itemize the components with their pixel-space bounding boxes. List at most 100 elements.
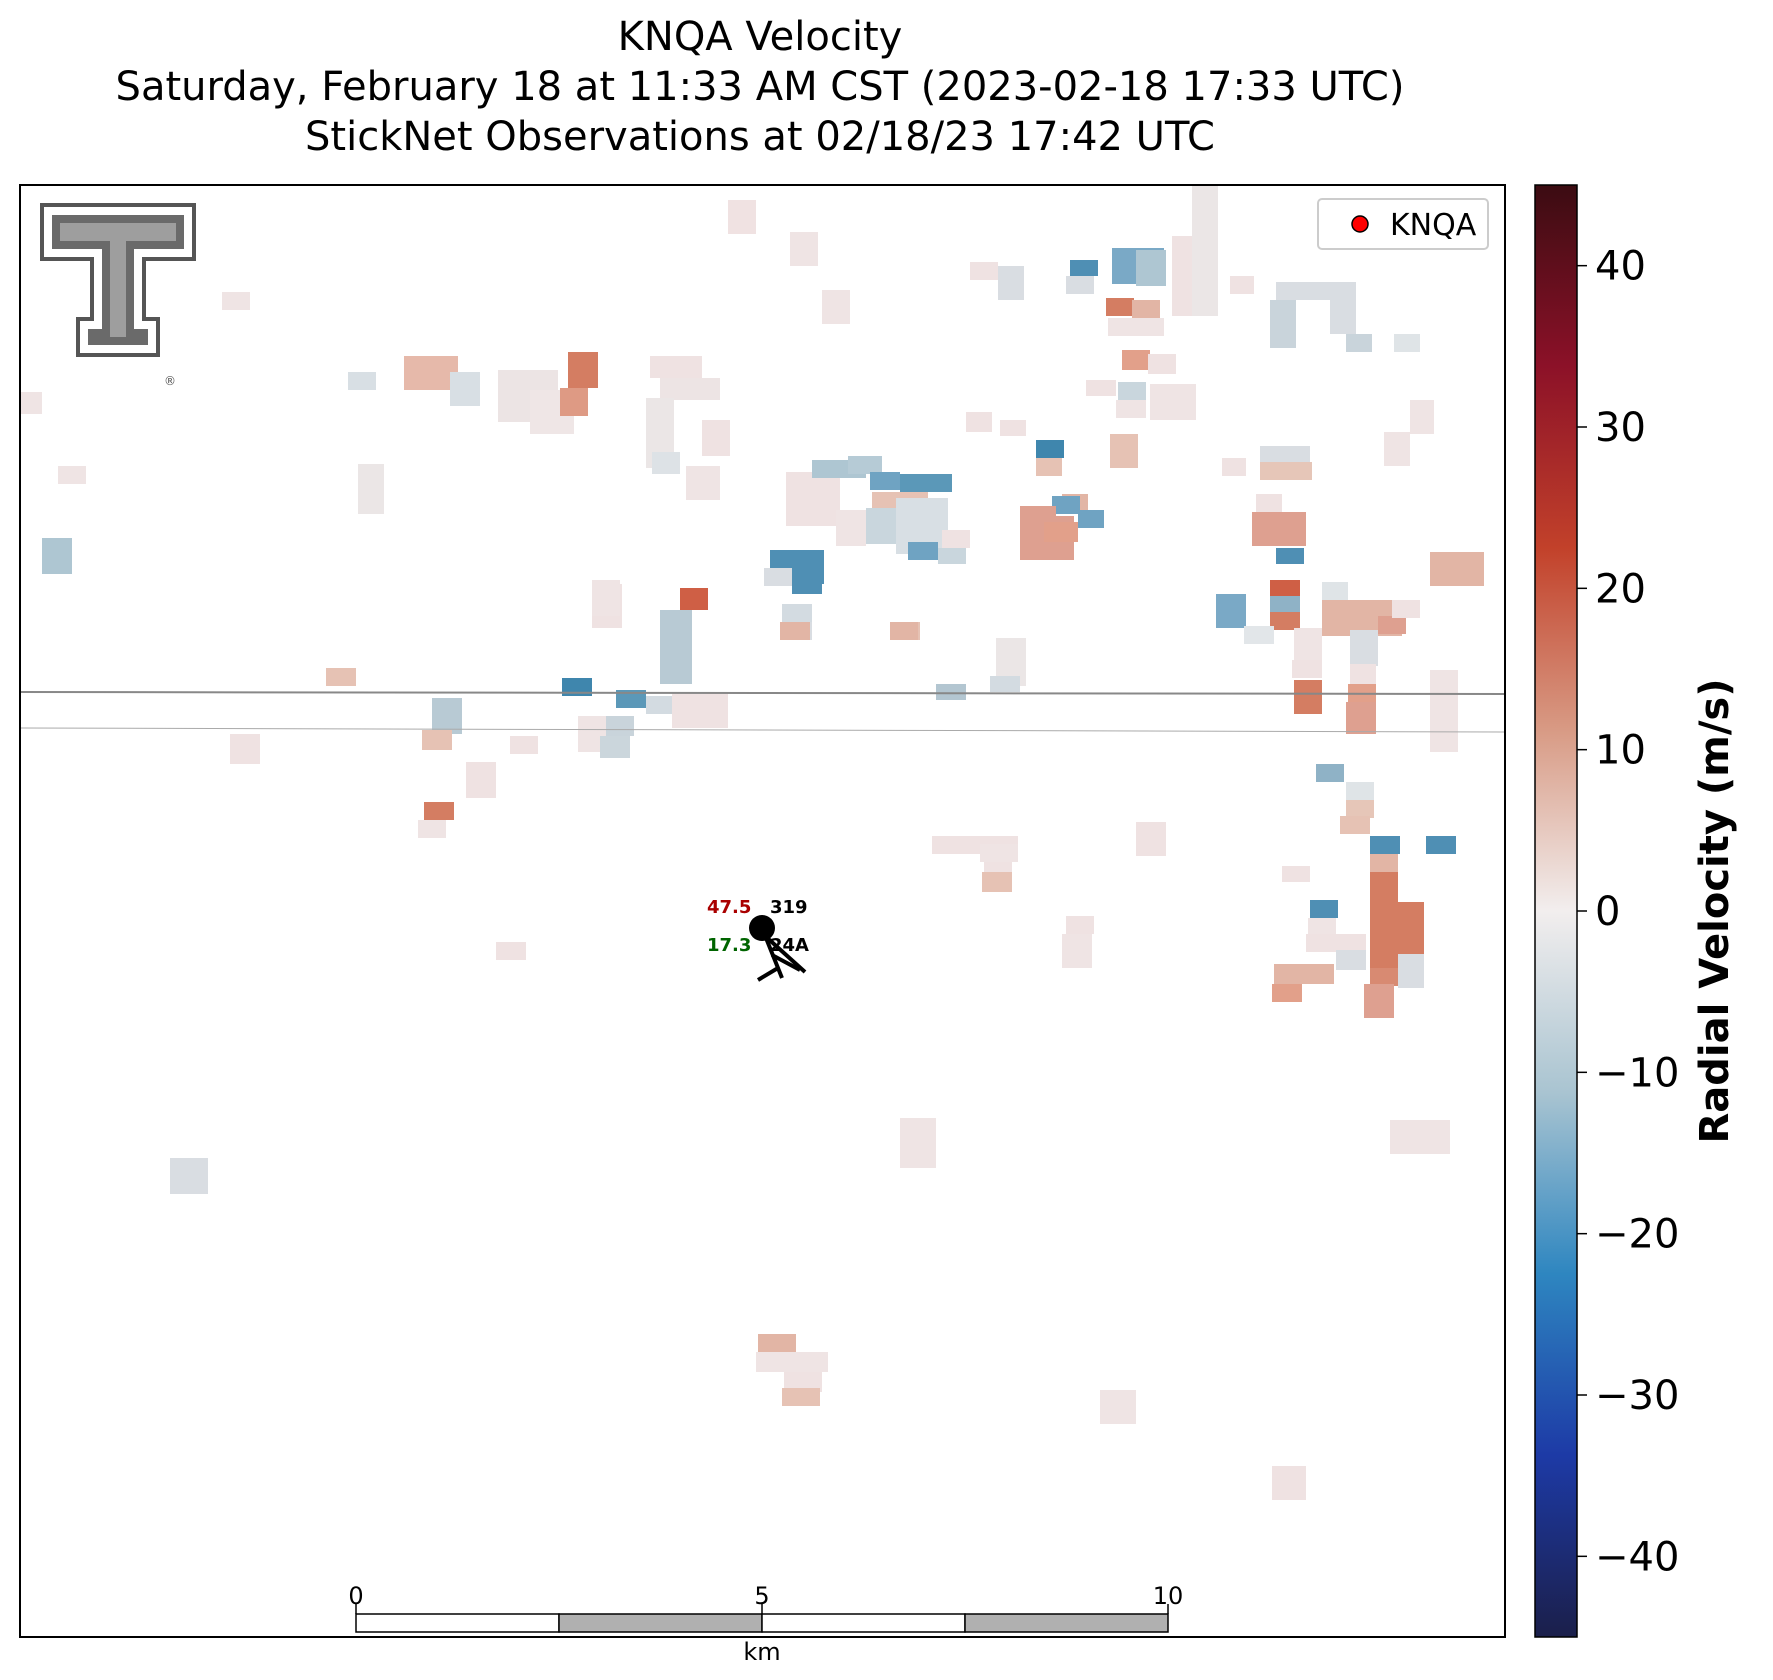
- radar-gate: [348, 372, 376, 390]
- radar-gate: [1270, 612, 1300, 630]
- radar-gate: [900, 1118, 936, 1168]
- title-line-2: Saturday, February 18 at 11:33 AM CST (2…: [115, 64, 1405, 110]
- radar-gate: [1346, 334, 1372, 352]
- colorbar-tick-label: 30: [1595, 405, 1646, 451]
- station-marker-icon: [749, 915, 775, 941]
- colorbar-tick-label: −20: [1595, 1212, 1679, 1258]
- radar-gate: [418, 820, 446, 838]
- radar-gate: [1000, 420, 1026, 436]
- radar-gate: [1136, 250, 1166, 286]
- scale-tick-label: 10: [1153, 1582, 1184, 1610]
- radar-gate: [1310, 900, 1338, 918]
- radar-gate: [982, 872, 1012, 892]
- radar-gate: [1106, 298, 1134, 316]
- radar-gate: [1394, 334, 1420, 352]
- radar-gate: [1316, 764, 1344, 782]
- radar-gate: [1132, 300, 1160, 318]
- svg-text:®: ®: [164, 374, 176, 388]
- radar-gate: [1370, 854, 1398, 872]
- radar-gate: [20, 392, 42, 414]
- map-area: [20, 185, 1505, 1637]
- boundary-line-secondary: [19, 727, 1506, 733]
- radar-gate: [672, 692, 728, 728]
- radar-gate: [42, 538, 72, 574]
- radar-gate: [1282, 866, 1310, 882]
- radar-gate: [1306, 934, 1366, 952]
- radar-gate: [980, 844, 1018, 862]
- radar-gate: [1410, 400, 1434, 434]
- colorbar-tick-label: −30: [1595, 1373, 1679, 1419]
- station-pressure: 319: [770, 897, 808, 918]
- radar-gate: [1292, 660, 1322, 678]
- radar-gate: [1086, 380, 1116, 396]
- texas-tech-logo-icon: ®: [40, 203, 196, 388]
- sticknet-station: 47.5 319 17.3 24A: [707, 897, 809, 982]
- radar-gate: [326, 668, 356, 686]
- radar-gate: [990, 676, 1020, 692]
- colorbar-tick-label: 10: [1595, 728, 1646, 774]
- radar-gate: [404, 356, 458, 390]
- radar-gate: [1336, 950, 1366, 970]
- colorbar-tick-label: −10: [1595, 1050, 1679, 1096]
- radar-gate: [1270, 580, 1300, 598]
- radar-gate: [1148, 354, 1176, 374]
- radar-gate: [58, 466, 86, 484]
- radar-gate: [1118, 382, 1146, 400]
- radar-gate: [1430, 670, 1458, 752]
- radar-gate: [966, 412, 992, 432]
- radar-gate: [1378, 616, 1406, 634]
- radar-gate: [836, 510, 866, 546]
- radar-gate: [660, 378, 720, 400]
- radar-gate: [616, 690, 646, 708]
- colorbar-gradient: [1534, 184, 1578, 1638]
- radar-gate: [1426, 836, 1456, 854]
- radar-gate: [424, 802, 454, 820]
- radar-gate: [1066, 276, 1094, 294]
- radar-gate: [1364, 984, 1394, 1018]
- colorbar-tick-label: 40: [1595, 244, 1646, 290]
- radar-gate: [660, 610, 692, 684]
- radar-gate: [560, 388, 588, 416]
- colorbar: 40 30 20 10 0 −10 −20 −30 −40 Radial Velocity (m…: [1534, 184, 1738, 1638]
- radar-gate: [466, 762, 496, 798]
- map-frame: [19, 184, 1506, 1638]
- legend-marker-icon: [1351, 215, 1369, 233]
- radar-gate: [1370, 872, 1398, 920]
- radar-gate: [562, 678, 592, 696]
- radar-gate: [1270, 596, 1300, 614]
- radar-gate: [646, 696, 676, 714]
- radar-gate: [1070, 260, 1098, 276]
- radar-gate: [1216, 594, 1246, 628]
- radar-gate: [650, 356, 702, 378]
- legend-label: KNQA: [1390, 208, 1477, 243]
- radar-gate: [936, 684, 966, 700]
- radar-gate: [908, 542, 938, 560]
- radar-gate: [1136, 822, 1166, 856]
- radar-gate: [1252, 512, 1306, 546]
- radar-gate: [1346, 782, 1374, 800]
- radar-gate: [1272, 1466, 1306, 1500]
- radar-gate: [568, 352, 598, 388]
- radar-gate: [1340, 816, 1370, 834]
- radar-gate: [1396, 902, 1424, 954]
- radar-gate: [1272, 984, 1302, 1002]
- radar-gate: [1260, 446, 1310, 464]
- radar-gate: [822, 290, 850, 324]
- radar-gate: [1108, 318, 1164, 336]
- colorbar-tick-label: 20: [1595, 566, 1646, 612]
- radar-gate: [1150, 384, 1196, 420]
- radar-gate: [1322, 582, 1348, 600]
- scale-tick-label: 0: [348, 1582, 363, 1610]
- radar-gate: [780, 622, 810, 640]
- radar-gate: [1260, 462, 1312, 480]
- radar-gate: [970, 262, 998, 280]
- scale-tick-label: 5: [754, 1582, 769, 1610]
- radar-gate: [496, 942, 526, 960]
- radar-gate: [1192, 186, 1218, 316]
- radar-gate: [938, 548, 966, 564]
- radar-gate: [170, 1158, 208, 1194]
- radar-gate: [790, 232, 818, 266]
- radar-gate: [1384, 432, 1410, 466]
- radar-gate: [1066, 916, 1094, 934]
